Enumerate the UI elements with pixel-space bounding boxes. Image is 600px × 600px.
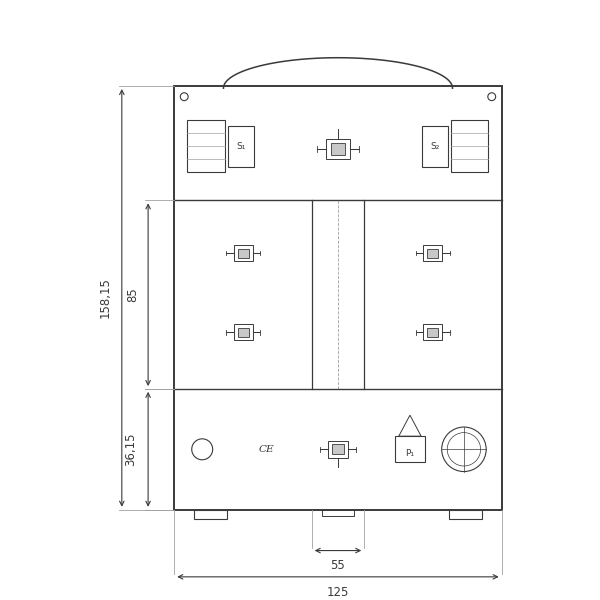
Text: S₂: S₂ [430, 142, 440, 151]
Text: 36,15: 36,15 [125, 433, 137, 466]
Bar [328, 440, 348, 458]
Bar [449, 509, 482, 519]
Text: 85: 85 [127, 287, 139, 302]
Bar [422, 125, 448, 167]
Text: 55: 55 [331, 559, 346, 572]
Bar [423, 325, 442, 340]
Bar [423, 245, 442, 262]
Text: S₁: S₁ [236, 142, 246, 151]
Bar [427, 328, 439, 337]
Bar [331, 143, 345, 155]
Text: P₁: P₁ [406, 449, 415, 458]
Bar [238, 248, 248, 258]
Text: 158,15: 158,15 [98, 277, 111, 319]
Bar [187, 121, 225, 172]
Text: 125: 125 [327, 586, 349, 599]
Bar [194, 509, 227, 519]
Bar [229, 125, 254, 167]
Bar [175, 86, 502, 509]
Bar [332, 444, 344, 454]
Bar [451, 121, 488, 172]
Bar [427, 248, 439, 258]
Bar [395, 436, 425, 463]
Bar [233, 325, 253, 340]
Bar [238, 328, 248, 337]
Bar [326, 139, 350, 159]
Bar [233, 245, 253, 262]
Text: CE: CE [258, 445, 274, 454]
Bar [322, 509, 355, 516]
